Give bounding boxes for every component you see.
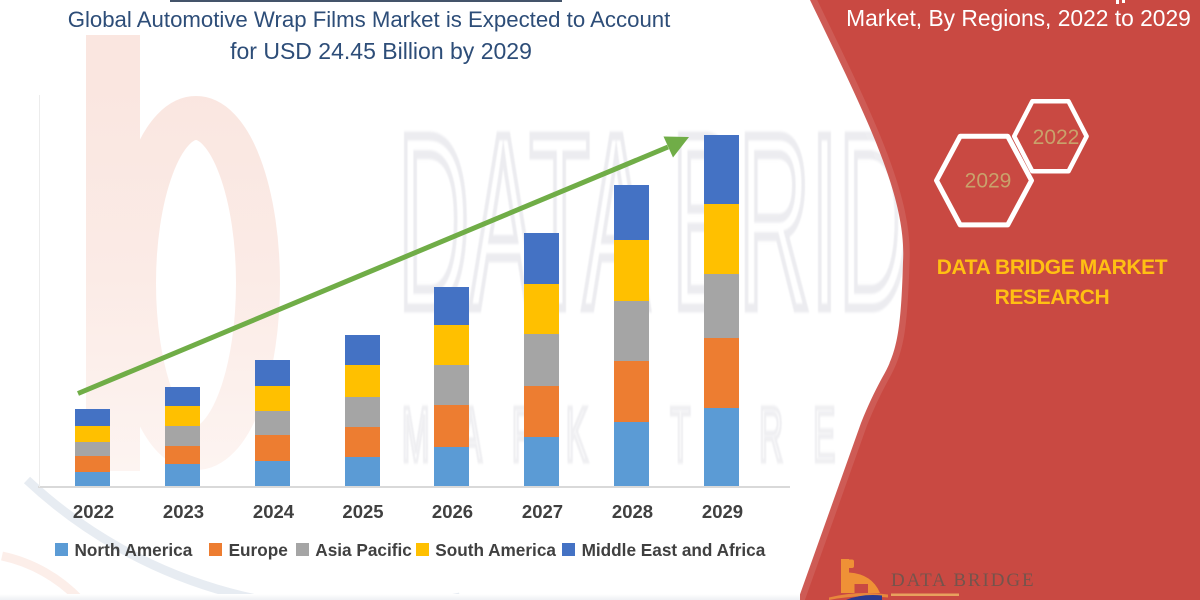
svg-text:2029: 2029 (965, 170, 1012, 193)
svg-text:DATA BRIDGE: DATA BRIDGE (891, 570, 1035, 591)
svg-text:2022: 2022 (1033, 126, 1080, 149)
